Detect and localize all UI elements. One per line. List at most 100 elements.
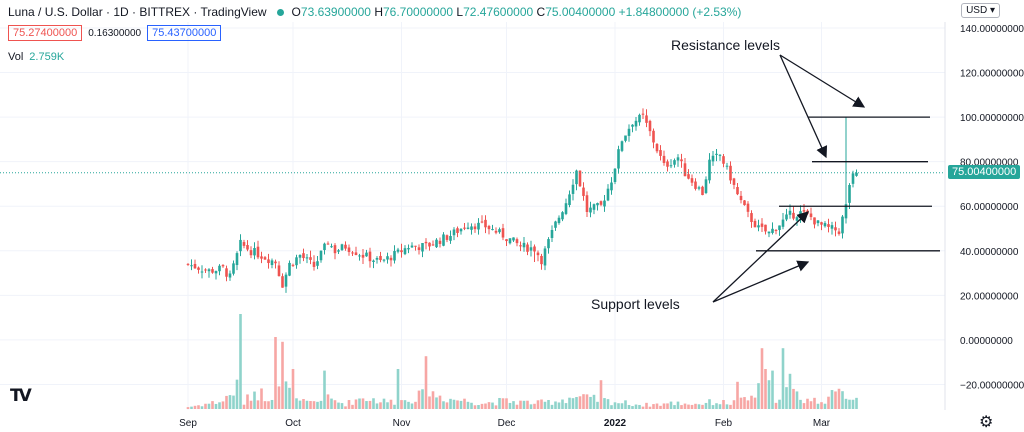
y-tick-label: −20.00000000 — [960, 380, 1024, 391]
y-tick-label: 80.00000000 — [960, 158, 1019, 169]
candle-body — [375, 258, 379, 260]
y-tick-label: 20.00000000 — [960, 291, 1019, 302]
volume-bar — [316, 401, 319, 409]
sell-price[interactable]: 75.27400000 — [8, 25, 83, 41]
volume-bar — [704, 402, 708, 409]
volume-bar — [820, 402, 823, 409]
volume-bar — [655, 403, 659, 409]
volume-bar — [365, 401, 368, 409]
volume-bar — [736, 381, 739, 409]
volume-bar — [851, 399, 855, 409]
candle-body — [550, 229, 554, 238]
candle-body — [501, 228, 505, 238]
candle-body — [242, 242, 246, 246]
candle-body — [788, 210, 792, 215]
candle-body — [389, 257, 393, 261]
volume-bar — [193, 405, 197, 409]
volume-bar — [715, 403, 718, 409]
candle-body — [480, 221, 484, 223]
candle-body — [813, 217, 816, 225]
volume-bar — [589, 396, 592, 409]
volume-bar — [361, 398, 365, 409]
gear-icon[interactable]: ⚙ — [979, 414, 994, 431]
volume-bar — [585, 394, 589, 409]
volume-bar — [477, 405, 480, 409]
candle-body — [676, 157, 680, 161]
candle-body — [571, 184, 575, 194]
volume-bar — [197, 405, 200, 409]
symbol-title[interactable]: Luna / U.S. Dollar · 1D · BITTREX · Trad… — [8, 5, 267, 19]
resistance-arrow — [779, 54, 866, 108]
volume-bar — [211, 401, 214, 409]
candle-body — [491, 229, 494, 231]
volume-bar — [830, 390, 834, 409]
candle-body — [764, 224, 767, 232]
volume-bar — [295, 398, 298, 409]
volume-bar — [186, 407, 190, 409]
volume-bar — [603, 398, 606, 409]
candle-body — [452, 229, 456, 236]
volume-bar — [694, 403, 697, 409]
volume-bar — [750, 395, 753, 409]
volume-bar — [599, 380, 603, 409]
candle-body — [578, 170, 582, 187]
candle-body — [190, 265, 193, 267]
candle-body — [582, 187, 585, 196]
candle-body — [718, 154, 722, 156]
candle-body — [564, 203, 568, 214]
candle-body — [466, 227, 470, 229]
volume-bar — [393, 404, 396, 409]
currency-selector[interactable]: USD ▾ — [961, 3, 1000, 18]
volume-bar — [484, 403, 487, 409]
candle-body — [778, 225, 781, 230]
candle-body — [781, 219, 785, 227]
volume-bar — [421, 389, 424, 409]
volume-bar — [624, 400, 627, 409]
high-value: 76.70000000 — [382, 5, 454, 19]
volume-bar — [592, 394, 596, 409]
volume-bar — [666, 403, 669, 409]
volume-bar — [424, 356, 428, 409]
volume-bar — [452, 399, 456, 409]
volume-bar — [274, 337, 277, 409]
volume-bar — [298, 400, 302, 409]
volume-bar — [312, 401, 316, 409]
candle-body — [638, 114, 641, 123]
low-label: L — [456, 5, 464, 19]
open-label: O — [291, 5, 301, 19]
volume-bar — [582, 394, 585, 409]
candle-body — [449, 235, 452, 241]
candle-body — [715, 153, 718, 155]
volume-bar — [207, 403, 211, 409]
candle-body — [823, 223, 827, 227]
candle-body — [585, 195, 589, 212]
volume-bar — [753, 397, 757, 409]
volume-bar — [564, 403, 568, 409]
volume-bar — [809, 401, 813, 409]
candle-body — [760, 223, 764, 227]
candle-body — [249, 250, 253, 256]
buy-price[interactable]: 75.43700000 — [147, 25, 222, 41]
candle-body — [463, 227, 466, 229]
volume-bar — [435, 397, 438, 409]
volume-bar — [561, 399, 564, 409]
volume-bar — [277, 386, 281, 409]
candle-body — [641, 113, 645, 115]
candle-body — [337, 250, 340, 252]
volume-bar — [725, 404, 729, 409]
candle-body — [228, 273, 232, 278]
candle-body — [396, 249, 400, 252]
candle-body — [354, 252, 358, 256]
candle-body — [319, 250, 323, 261]
candle-body — [599, 201, 603, 205]
volume-bar — [515, 404, 519, 409]
y-tick-label: 120.00000000 — [960, 69, 1024, 80]
candle-body — [753, 220, 757, 228]
volume-bar — [442, 401, 445, 409]
volume-bar — [806, 398, 809, 409]
candle-body — [757, 225, 760, 228]
tradingview-logo-icon[interactable]: TV — [10, 386, 32, 406]
volume-bar — [228, 395, 232, 409]
volume-bar — [487, 402, 491, 409]
